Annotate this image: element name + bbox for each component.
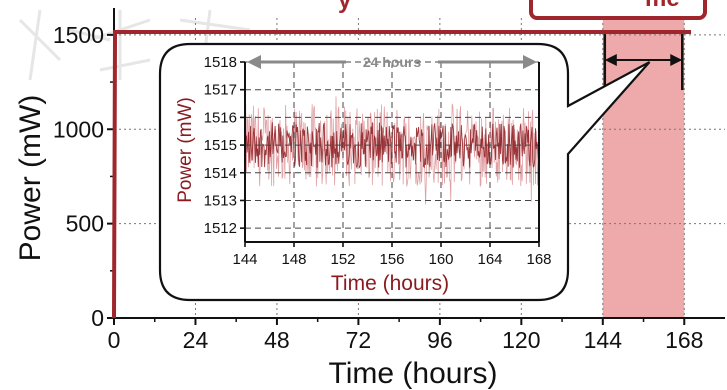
inset-callout: 144 148 152 156 160 164 168 1512 1513 1514 1515 151… [158, 42, 651, 302]
zoom-bracket [603, 34, 684, 91]
inset-x-tick-label: 144 [232, 251, 257, 268]
y-tick-label: 1500 [53, 22, 104, 48]
inset-x-axis-title: Time (hours) [331, 272, 449, 295]
inset-y-tick-label: 1512 [204, 220, 237, 237]
inset-plot: 144 148 152 156 160 164 168 1512 1513 1514 1515 151… [204, 54, 552, 268]
y-tick-label: 500 [66, 211, 104, 237]
bracket-arrowhead-left [604, 54, 617, 67]
x-tick-label: 144 [584, 327, 623, 353]
inset-x-tick-label: 148 [281, 251, 306, 268]
inset-x-tick-label: 168 [526, 251, 551, 268]
inset-y-axis-title: Power (mW) [175, 97, 196, 203]
watermark [18, 9, 251, 91]
inset-y-tick-label: 1513 [204, 192, 237, 209]
x-tick-label: 72 [346, 327, 372, 353]
callout-bubble [158, 42, 651, 302]
x-tick-label: 168 [665, 327, 703, 353]
inset-y-tick-label: 1517 [204, 82, 237, 99]
inset-x-tick-label: 164 [477, 251, 502, 268]
y-tick-label: 1000 [53, 116, 104, 142]
inset-x-tick-label: 152 [330, 251, 355, 268]
x-axis-title: Time (hours) [329, 357, 498, 390]
inset-ticks: 144 148 152 156 160 164 168 1512 1513 1514 1515 151… [204, 54, 552, 268]
annotation-arrowhead-left [247, 55, 261, 69]
annotation-label: 24 hours [363, 54, 422, 70]
inset-24-hours-annotation: 24 hours [247, 54, 537, 70]
annotation-arrowhead-right [523, 55, 537, 69]
x-tick-label: 48 [264, 327, 290, 353]
y-tick-label: 0 [91, 305, 104, 331]
top-label-fragment: y [338, 0, 352, 14]
top-label-fragment: me [645, 0, 680, 12]
power-series-line [112, 30, 692, 319]
inset-y-tick-label: 1514 [204, 165, 237, 182]
inset-y-tick-label: 1516 [204, 109, 237, 126]
inset-y-tick-label: 1515 [204, 137, 237, 154]
inset-x-tick-label: 156 [379, 251, 404, 268]
bracket-arrowhead-right [670, 54, 683, 67]
inset-y-tick-label: 1518 [204, 54, 237, 71]
main-ticks: 0 24 48 72 96 120 144 168 0 500 1000 1500 [53, 22, 704, 353]
x-tick-label: 120 [502, 327, 540, 353]
x-tick-label: 96 [427, 327, 453, 353]
x-tick-label: 0 [108, 327, 121, 353]
top-label-box [529, 0, 707, 20]
inset-x-tick-label: 160 [428, 251, 453, 268]
x-tick-label: 24 [183, 327, 209, 353]
y-axis-title: Power (mW) [14, 95, 47, 262]
